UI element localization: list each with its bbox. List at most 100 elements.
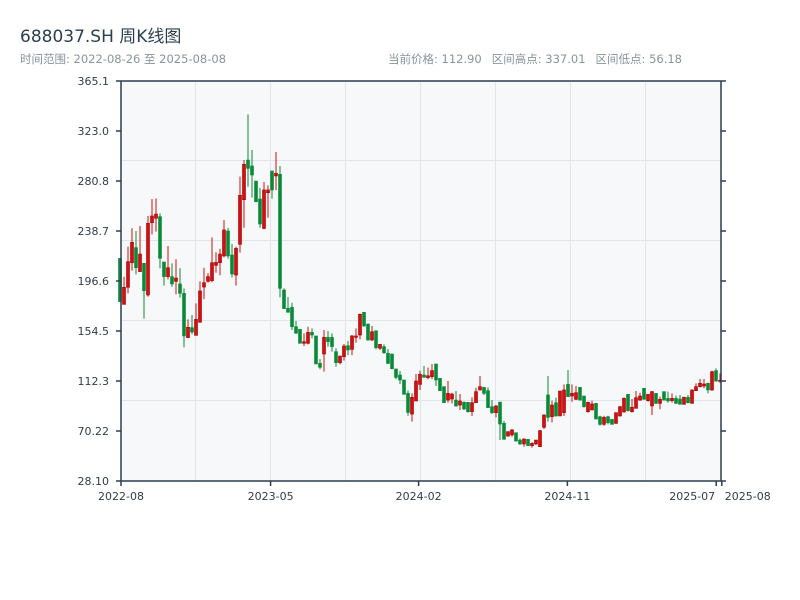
y-tick-label: 196.6: [78, 275, 110, 288]
candle-body: [194, 319, 198, 336]
y-tick-label: 70.22: [78, 425, 110, 438]
candle-up: [614, 412, 618, 425]
candles: [118, 114, 722, 448]
candle-up: [450, 392, 454, 404]
y-tick-label: 238.7: [78, 225, 110, 238]
candle-up: [414, 374, 418, 402]
candle-up: [698, 379, 702, 388]
candle-body: [702, 383, 706, 387]
candle-body: [706, 383, 710, 391]
candle-body: [594, 403, 598, 420]
candle-body: [394, 368, 398, 378]
candle-down: [158, 213, 162, 269]
candle-up: [622, 397, 626, 413]
candle-up: [302, 333, 306, 347]
candle-up: [506, 431, 510, 437]
price-stats: 当前价格: 112.90 区间高点: 337.01 区间低点: 56.18: [388, 51, 682, 67]
candle-down: [182, 288, 186, 348]
candle-body: [586, 402, 590, 412]
candle-up: [658, 396, 662, 410]
candle-body: [390, 353, 394, 370]
y-tick-label: 28.10: [78, 475, 110, 488]
candle-up: [446, 381, 450, 403]
candle-body: [274, 173, 278, 177]
candle-body: [314, 335, 318, 365]
candle-body: [626, 394, 630, 411]
candle-up: [126, 246, 130, 294]
candle-up: [522, 438, 526, 447]
candle-body: [434, 363, 438, 381]
candle-body: [154, 213, 158, 219]
candle-down: [642, 387, 646, 400]
candle-down: [394, 368, 398, 380]
y-tick-label: 154.5: [78, 325, 110, 338]
candle-body: [398, 374, 402, 381]
candle-up: [338, 355, 342, 365]
candle-body: [130, 242, 134, 264]
candle-body: [474, 391, 478, 403]
candle-body: [266, 189, 270, 193]
candle-down: [482, 387, 486, 395]
candle-down: [346, 341, 350, 356]
candle-up: [322, 330, 326, 372]
candle-up: [350, 335, 354, 356]
candle-body: [174, 277, 178, 282]
candle-down: [594, 403, 598, 420]
candle-body: [410, 397, 414, 415]
candle-body: [698, 383, 702, 387]
candle-up: [214, 252, 218, 273]
candle-up: [370, 325, 374, 342]
candle-up: [262, 182, 266, 230]
candle-body: [486, 390, 490, 408]
candle-down: [462, 401, 466, 411]
candle-down: [294, 321, 298, 334]
candle-body: [206, 276, 210, 282]
candle-body: [450, 393, 454, 400]
candle-down: [598, 415, 602, 426]
candle-down: [246, 114, 250, 187]
candle-body: [286, 307, 290, 313]
candle-body: [326, 337, 330, 342]
candle-up: [154, 198, 158, 232]
candle-body: [490, 406, 494, 413]
candle-body: [350, 335, 354, 350]
candle-body: [222, 229, 226, 257]
candle-body: [150, 215, 154, 224]
candle-body: [334, 351, 338, 363]
candle-body: [710, 371, 714, 391]
candle-down: [318, 358, 322, 370]
candle-body: [458, 400, 462, 406]
candle-body: [554, 402, 558, 417]
candle-body: [570, 392, 574, 397]
candle-body: [258, 198, 262, 225]
candle-body: [650, 391, 654, 407]
candle-down: [578, 387, 582, 401]
candle-down: [226, 227, 230, 259]
candle-down: [258, 188, 262, 228]
candle-up: [474, 387, 478, 403]
candle-up: [478, 375, 482, 391]
candle-body: [338, 355, 342, 363]
candle-body: [602, 417, 606, 425]
candle-up: [266, 185, 270, 218]
x-tick-label: 2025-08: [725, 490, 771, 503]
candle-up: [558, 390, 562, 417]
candle-up: [138, 226, 142, 272]
candle-body: [422, 374, 426, 378]
candle-body: [166, 267, 170, 277]
candle-down: [666, 391, 670, 403]
candle-up: [710, 370, 714, 392]
candle-down: [422, 365, 426, 378]
candle-down: [606, 415, 610, 425]
range-low-stat: 区间低点: 56.18: [595, 52, 682, 66]
candle-down: [678, 394, 682, 405]
candle-up: [702, 379, 706, 389]
candle-body: [294, 326, 298, 334]
candle-down: [390, 353, 394, 370]
candle-body: [342, 345, 346, 358]
candle-up: [574, 386, 578, 401]
candle-body: [506, 431, 510, 437]
candle-body: [374, 330, 378, 349]
candle-body: [558, 390, 562, 417]
candle-down: [162, 261, 166, 286]
